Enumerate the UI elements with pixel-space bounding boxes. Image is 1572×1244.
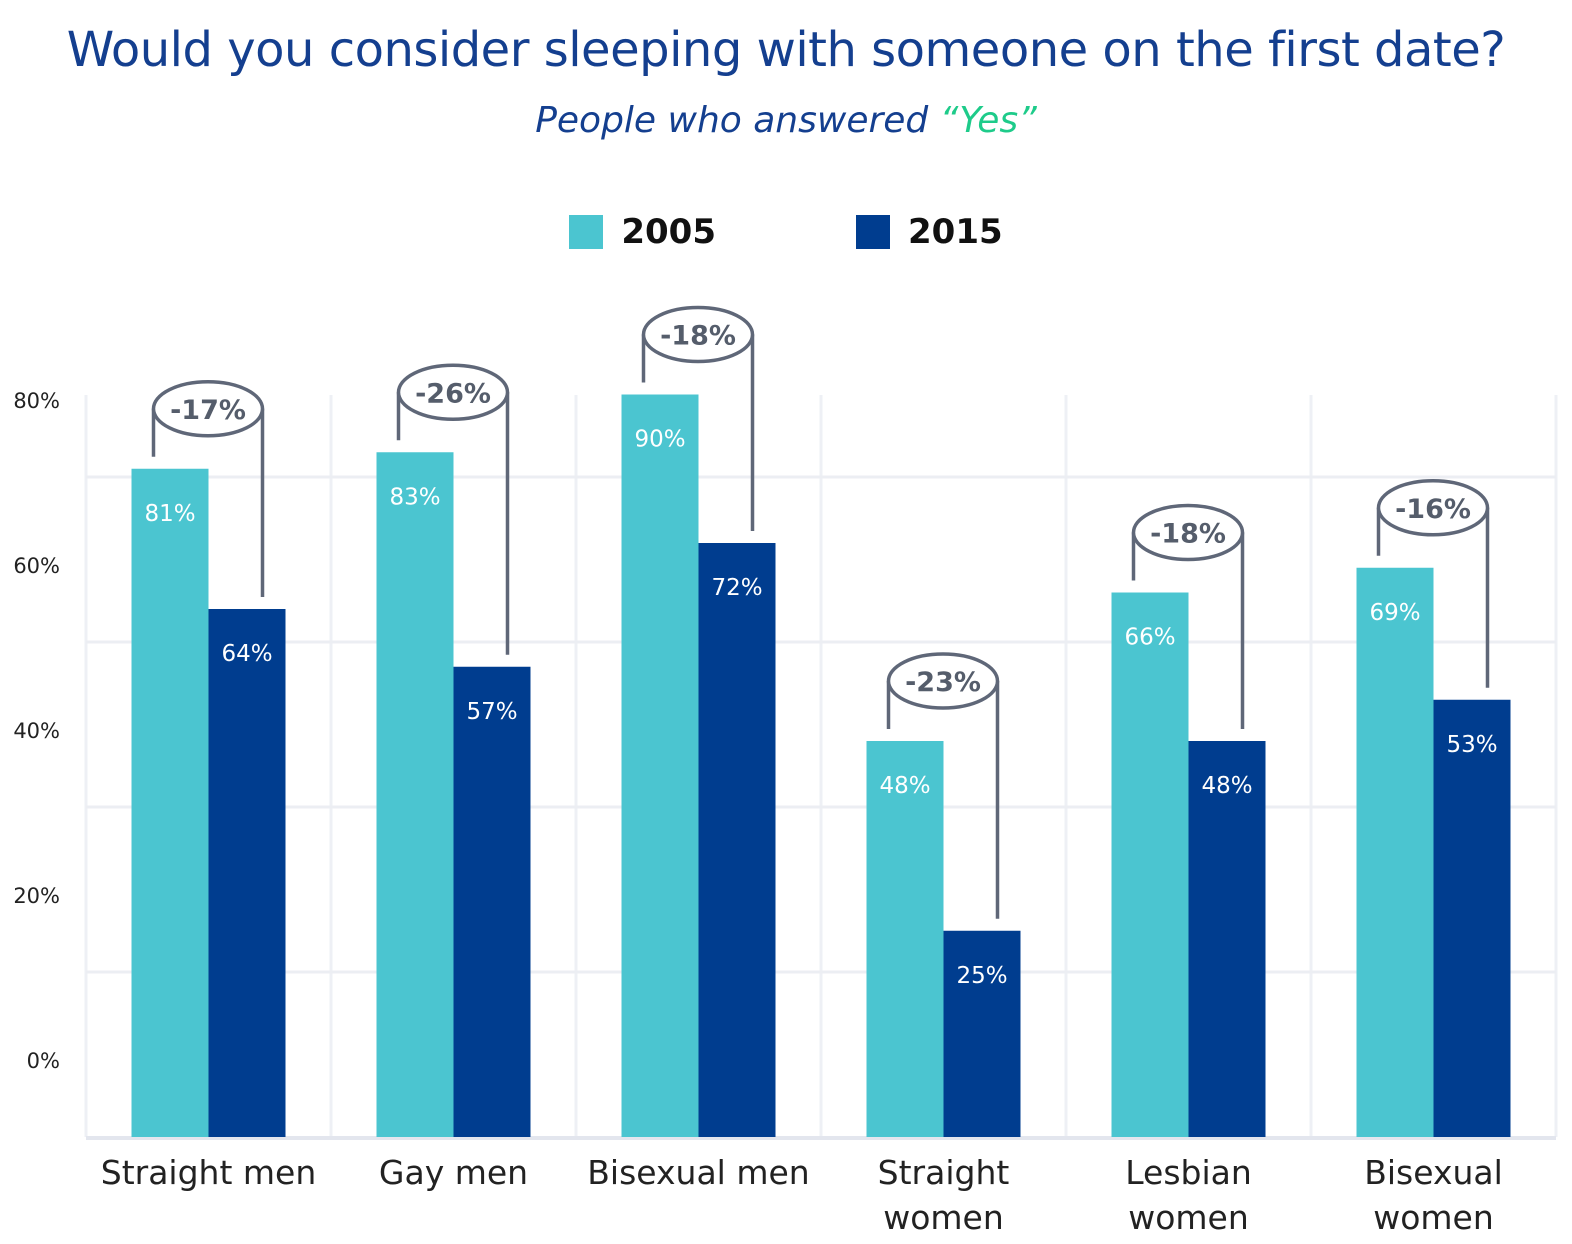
difference-label: -18% <box>1150 519 1226 550</box>
data-label-2015: 48% <box>1201 773 1252 799</box>
bar-2015 <box>1433 699 1511 1137</box>
bar-2015 <box>1188 741 1266 1137</box>
difference-label: -16% <box>1395 494 1471 525</box>
category-label: Gay men <box>379 1153 528 1192</box>
y-tick-label: 80% <box>13 389 60 413</box>
difference-bubble <box>151 380 265 438</box>
category-label: women <box>883 1198 1004 1237</box>
bar-2005 <box>376 452 454 1137</box>
data-label-2015: 53% <box>1446 732 1497 758</box>
data-label-2005: 81% <box>144 501 195 527</box>
bar-2005 <box>1111 592 1189 1137</box>
category-label: Straight <box>878 1153 1010 1192</box>
subtitle-prefix: People who answered <box>535 100 940 141</box>
difference-bubble <box>886 652 1000 710</box>
data-label-2015: 72% <box>711 575 762 601</box>
legend-swatch-2005 <box>569 215 604 249</box>
difference-bubble <box>641 305 755 364</box>
bar-2005 <box>866 741 944 1137</box>
bar-2015 <box>943 930 1021 1137</box>
bar-2005 <box>1356 567 1434 1137</box>
difference-bubble <box>1131 503 1245 562</box>
legend-item-2015: 2015 <box>856 212 1003 252</box>
chart-title: Would you consider sleeping with someone… <box>66 22 1506 78</box>
data-label-2015: 57% <box>466 699 517 725</box>
difference-label: -23% <box>905 667 981 698</box>
bar-2005 <box>621 394 699 1137</box>
subtitle-highlight: “Yes” <box>939 100 1037 141</box>
y-tick-label: 20% <box>13 884 60 908</box>
data-label-2005: 83% <box>389 484 440 510</box>
data-label-2005: 90% <box>634 427 685 453</box>
category-label: Bisexual <box>1364 1153 1503 1192</box>
y-tick-label: 40% <box>13 719 60 743</box>
difference-label: -17% <box>170 395 246 426</box>
legend-swatch-2015 <box>856 215 890 249</box>
data-label-2005: 66% <box>1124 625 1175 651</box>
legend-label-2005: 2005 <box>621 212 716 252</box>
category-label: Lesbian <box>1125 1153 1252 1192</box>
y-tick-label: 0% <box>27 1049 60 1073</box>
category-label: Straight men <box>101 1153 317 1192</box>
data-label-2015: 64% <box>221 641 272 667</box>
chart-subtitle: People who answered “Yes” <box>0 100 1572 141</box>
category-label: women <box>1128 1198 1249 1237</box>
legend-item-2005: 2005 <box>569 212 716 252</box>
data-label-2005: 69% <box>1369 600 1420 626</box>
difference-bubble <box>396 363 510 421</box>
bar-2005 <box>131 468 209 1137</box>
y-tick-label: 60% <box>13 554 60 578</box>
category-label: women <box>1373 1198 1494 1237</box>
bar-2015 <box>453 666 531 1137</box>
bar-2015 <box>698 543 776 1137</box>
legend: 2005 2015 <box>0 212 1572 252</box>
difference-label: -18% <box>660 321 736 352</box>
data-label-2005: 48% <box>879 773 930 799</box>
difference-label: -26% <box>415 378 491 409</box>
difference-bubble <box>1376 479 1490 537</box>
category-label: Bisexual men <box>587 1153 809 1192</box>
bar-2015 <box>208 609 286 1137</box>
legend-label-2015: 2015 <box>908 212 1003 252</box>
data-label-2015: 25% <box>956 963 1007 989</box>
